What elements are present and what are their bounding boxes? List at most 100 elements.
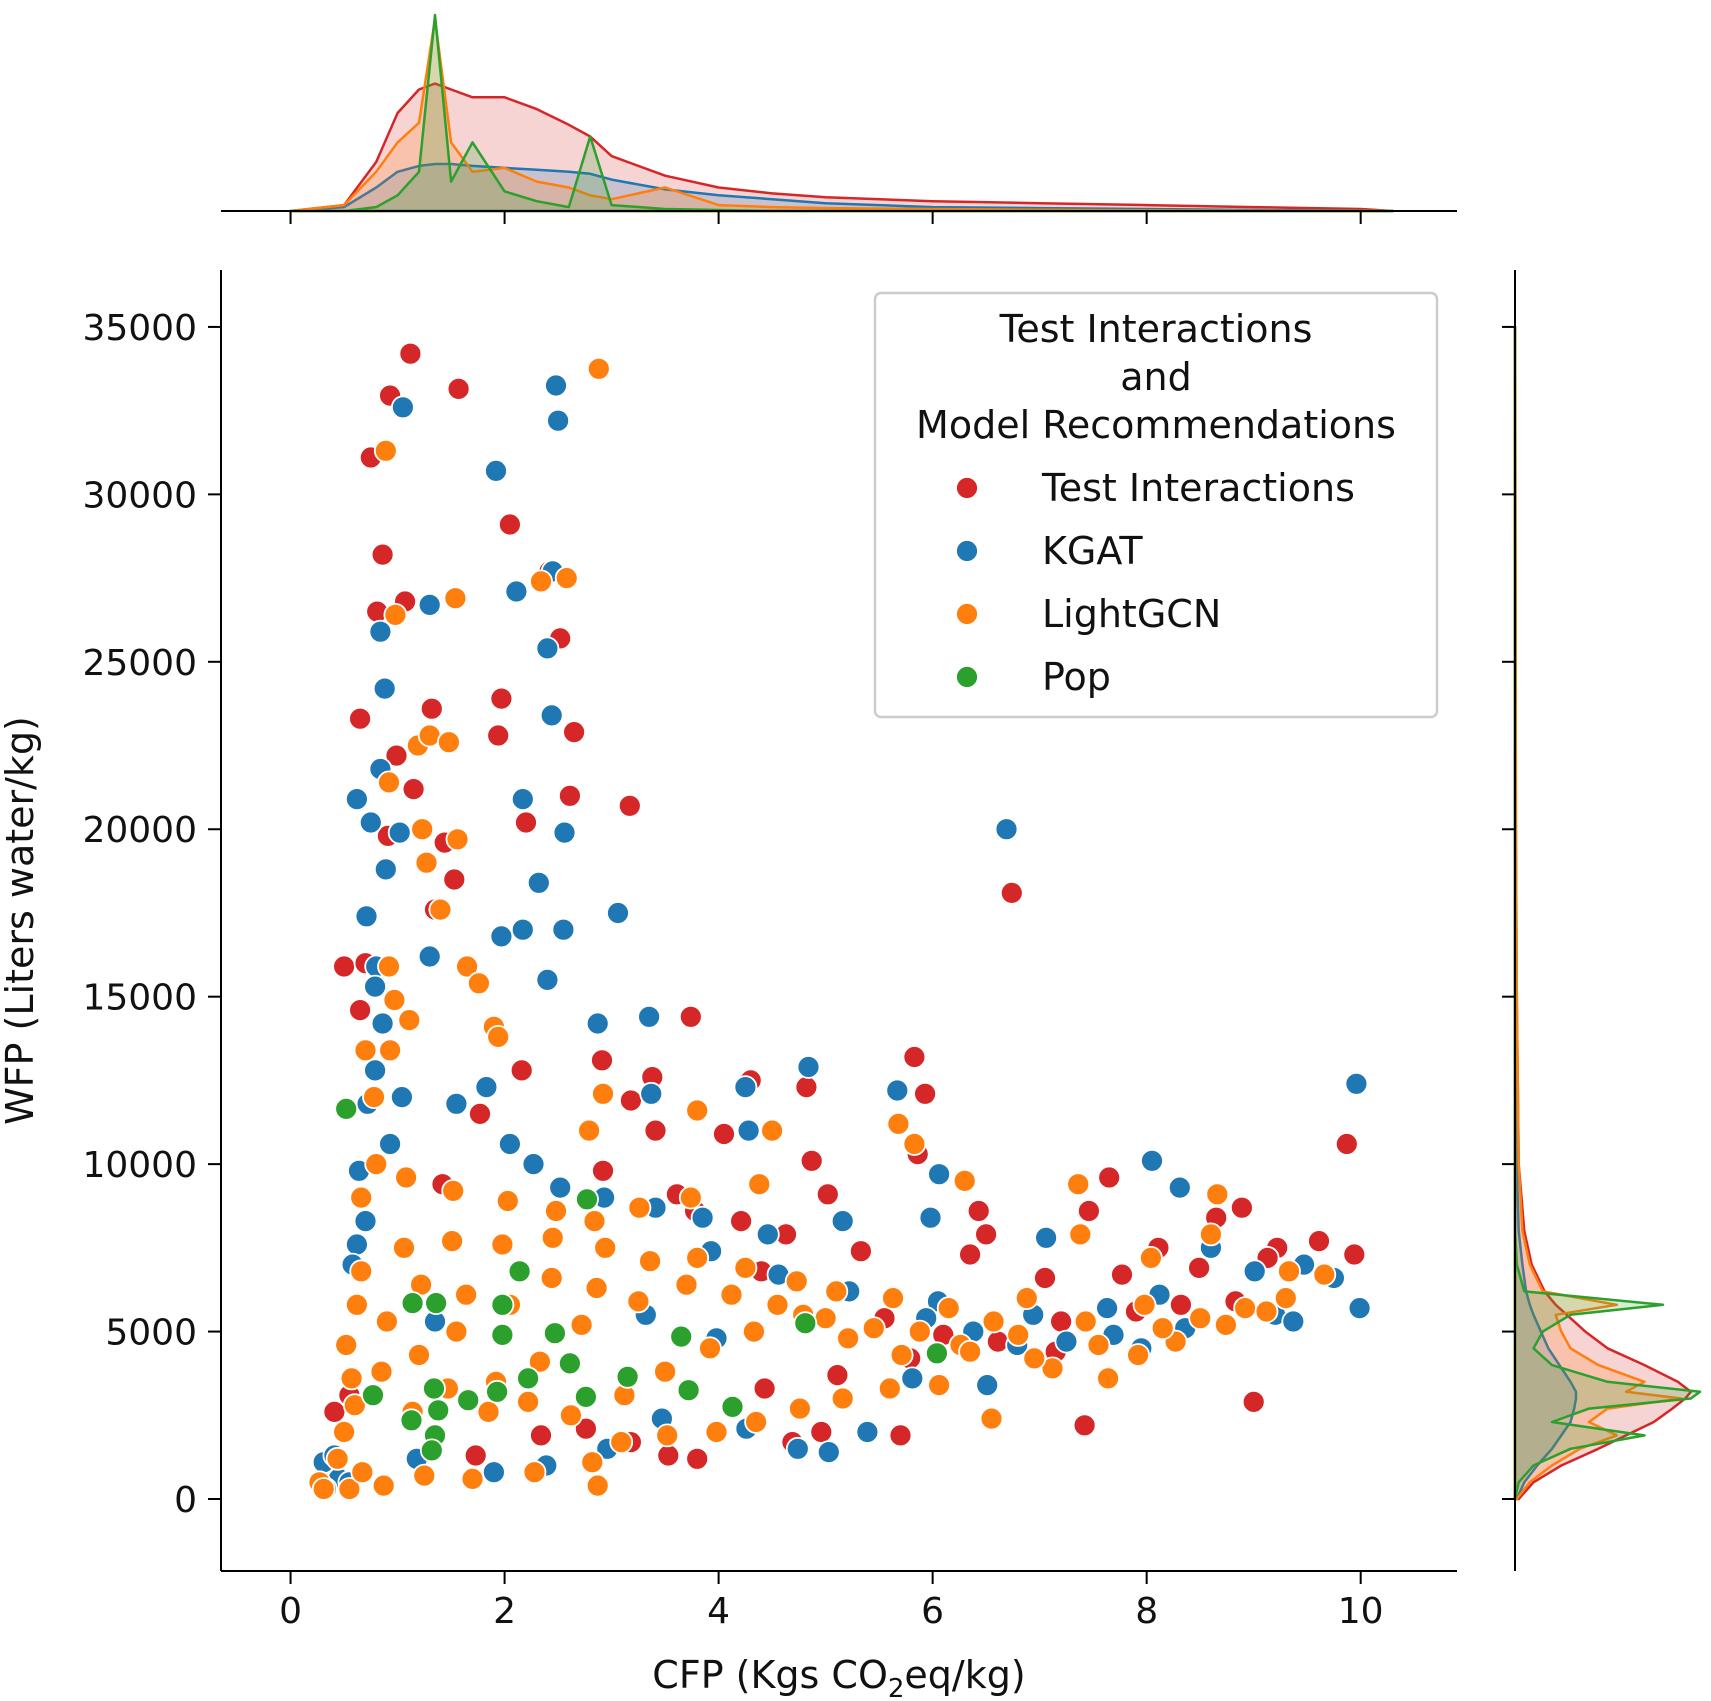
point-lightgcn bbox=[593, 1235, 618, 1260]
point-lightgcn bbox=[719, 1282, 744, 1307]
x-tick-label: 8 bbox=[1135, 1591, 1158, 1632]
point-test-interactions bbox=[529, 1423, 553, 1448]
point-test-interactions bbox=[1169, 1292, 1193, 1317]
point-pop bbox=[575, 1187, 599, 1212]
point-kgat bbox=[927, 1162, 951, 1187]
legend-title-line: Model Recommendations bbox=[916, 403, 1396, 447]
point-kgat bbox=[548, 1175, 573, 1200]
point-lightgcn bbox=[1066, 1172, 1091, 1197]
point-lightgcn bbox=[580, 1450, 605, 1475]
point-lightgcn bbox=[1254, 1299, 1279, 1324]
point-lightgcn bbox=[1277, 1259, 1301, 1284]
point-test-interactions bbox=[348, 998, 373, 1022]
point-lightgcn bbox=[377, 770, 401, 795]
point-lightgcn bbox=[1233, 1296, 1257, 1320]
point-lightgcn bbox=[495, 1189, 520, 1213]
point-test-interactions bbox=[463, 1443, 488, 1468]
point-pop bbox=[507, 1259, 532, 1284]
point-lightgcn bbox=[539, 1266, 564, 1290]
point-test-interactions bbox=[617, 793, 642, 818]
point-test-interactions bbox=[1187, 1256, 1211, 1280]
point-lightgcn bbox=[685, 1246, 710, 1270]
point-kgat bbox=[535, 968, 560, 992]
point-kgat bbox=[637, 1004, 661, 1029]
point-lightgcn bbox=[902, 1132, 927, 1156]
point-lightgcn bbox=[824, 1279, 849, 1304]
point-test-interactions bbox=[958, 1242, 982, 1267]
point-lightgcn bbox=[907, 1319, 932, 1344]
point-test-interactions bbox=[514, 810, 538, 835]
point-kgat bbox=[373, 857, 398, 882]
point-lightgcn bbox=[1273, 1286, 1298, 1310]
point-lightgcn bbox=[378, 1038, 403, 1063]
point-lightgcn bbox=[1150, 1316, 1175, 1341]
point-test-interactions bbox=[809, 1420, 834, 1444]
point-lightgcn bbox=[1040, 1356, 1065, 1381]
point-lightgcn bbox=[626, 1289, 651, 1314]
point-kgat bbox=[885, 1078, 910, 1103]
point-test-interactions bbox=[888, 1423, 913, 1448]
point-lightgcn bbox=[528, 1349, 552, 1374]
point-kgat bbox=[481, 1460, 506, 1485]
point-lightgcn bbox=[325, 1446, 350, 1471]
point-kgat bbox=[344, 787, 369, 811]
point-kgat bbox=[521, 1152, 546, 1176]
point-lightgcn bbox=[788, 1396, 812, 1421]
point-test-interactions bbox=[656, 1443, 681, 1468]
point-lightgcn bbox=[881, 1286, 905, 1310]
x-tick-label: 2 bbox=[493, 1591, 516, 1632]
point-test-interactions bbox=[332, 954, 357, 979]
point-lightgcn bbox=[364, 1152, 389, 1176]
scatter-points bbox=[307, 341, 1372, 1501]
point-kgat bbox=[551, 917, 576, 942]
point-pop bbox=[574, 1385, 598, 1409]
point-pop bbox=[456, 1388, 481, 1413]
point-kgat bbox=[1054, 1329, 1079, 1354]
point-kgat bbox=[1140, 1148, 1164, 1173]
point-lightgcn bbox=[339, 1366, 364, 1391]
point-lightgcn bbox=[704, 1420, 729, 1444]
point-test-interactions bbox=[752, 1376, 777, 1401]
point-lightgcn bbox=[936, 1296, 961, 1320]
point-kgat bbox=[344, 1232, 369, 1257]
point-kgat bbox=[585, 1011, 610, 1036]
point-lightgcn bbox=[516, 1390, 540, 1414]
point-lightgcn bbox=[466, 971, 491, 996]
x-tick-label: 6 bbox=[921, 1591, 944, 1632]
point-kgat bbox=[785, 1436, 810, 1461]
point-lightgcn bbox=[678, 1185, 703, 1210]
point-kgat bbox=[370, 1011, 395, 1036]
point-lightgcn bbox=[591, 1081, 615, 1106]
point-test-interactions bbox=[849, 1239, 873, 1264]
legend-marker-pop bbox=[955, 665, 979, 689]
point-kgat bbox=[552, 820, 577, 845]
point-kgat bbox=[368, 619, 393, 644]
point-lightgcn bbox=[830, 1386, 855, 1411]
x-tick-label: 10 bbox=[1338, 1591, 1384, 1632]
point-kgat bbox=[830, 1209, 855, 1233]
point-lightgcn bbox=[655, 1423, 680, 1448]
point-kgat bbox=[546, 408, 570, 433]
point-kgat bbox=[484, 458, 508, 483]
point-kgat bbox=[444, 1091, 469, 1116]
point-kgat bbox=[606, 901, 630, 925]
x-tick-label: 0 bbox=[279, 1591, 302, 1632]
point-test-interactions bbox=[590, 1048, 614, 1073]
point-kgat bbox=[497, 1132, 522, 1156]
point-test-interactions bbox=[974, 1222, 998, 1247]
point-test-interactions bbox=[1033, 1266, 1057, 1290]
legend-marker-kgat bbox=[955, 539, 979, 563]
point-test-interactions bbox=[468, 1102, 492, 1126]
point-lightgcn bbox=[382, 988, 407, 1012]
point-lightgcn bbox=[765, 1292, 790, 1317]
point-lightgcn bbox=[407, 1343, 431, 1367]
point-lightgcn bbox=[1022, 1346, 1047, 1371]
point-kgat bbox=[639, 1081, 664, 1106]
point-lightgcn bbox=[460, 1467, 485, 1491]
point-test-interactions bbox=[1334, 1132, 1359, 1156]
marginal-x-kde bbox=[221, 13, 1457, 224]
point-pop bbox=[516, 1366, 540, 1391]
point-kgat bbox=[994, 817, 1019, 842]
point-lightgcn bbox=[529, 569, 553, 594]
